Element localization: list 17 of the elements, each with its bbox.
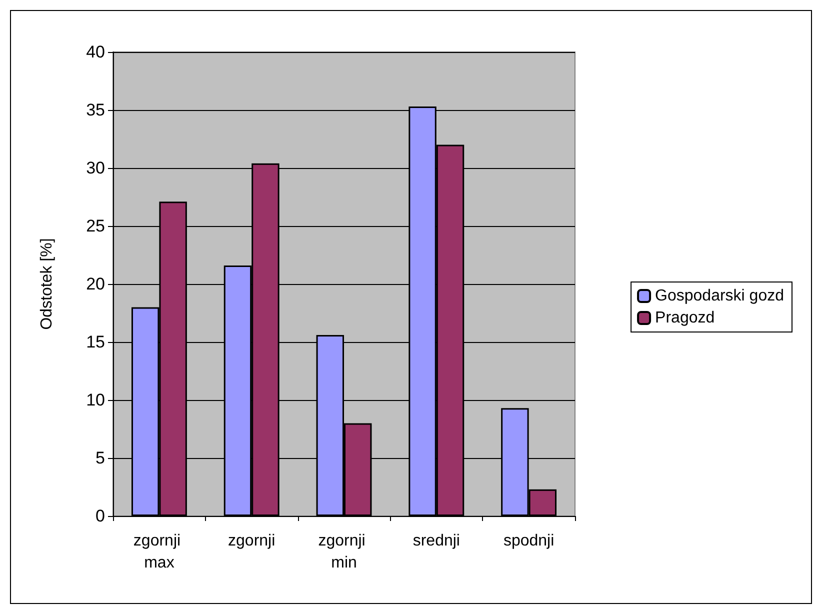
y-tick-label: 30 xyxy=(86,158,105,178)
y-tick-label: 35 xyxy=(86,100,105,120)
x-tick-label: zgornji min xyxy=(318,532,370,572)
y-axis-title: Odstotek [%] xyxy=(38,238,56,330)
y-tick-label: 10 xyxy=(86,390,105,410)
y-tick-label: 25 xyxy=(86,216,105,236)
x-tick-label: spodnji xyxy=(503,532,554,550)
y-tick-label: 40 xyxy=(86,42,105,62)
x-tick-label: srednji xyxy=(412,532,460,550)
legend-label: Gospodarski gozd xyxy=(655,288,784,304)
x-tick-label: zgornji xyxy=(228,532,276,550)
y-tick-label: 15 xyxy=(86,332,105,352)
y-tick-label: 0 xyxy=(96,506,105,526)
x-tick-label: zgornji max xyxy=(133,532,185,572)
legend-label: Pragozd xyxy=(655,310,715,326)
y-tick-label: 20 xyxy=(86,274,105,294)
y-tick-label: 5 xyxy=(96,448,105,468)
